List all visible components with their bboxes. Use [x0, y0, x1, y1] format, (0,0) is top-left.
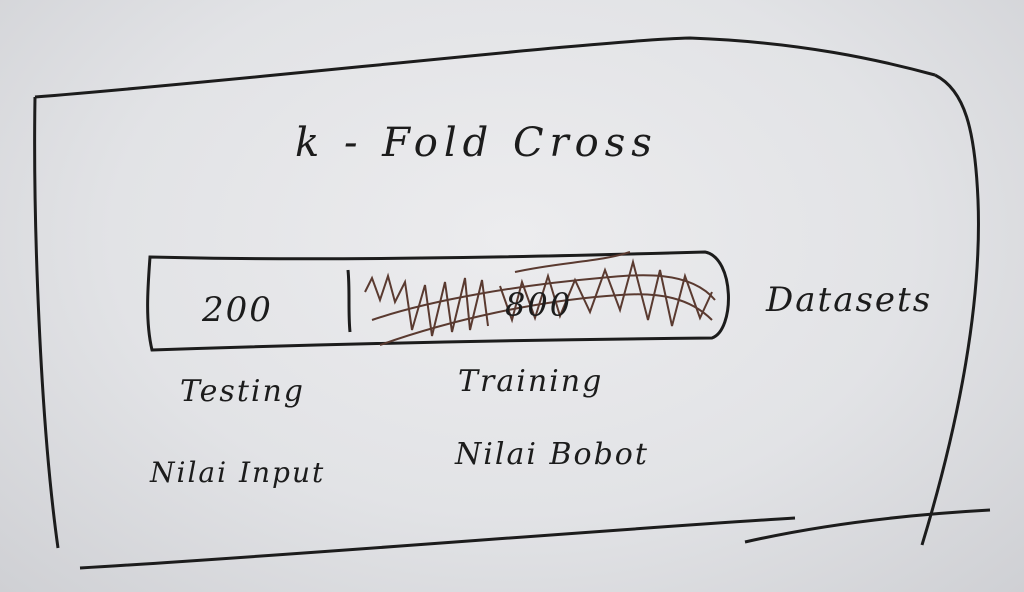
- frame-left: [33, 96, 60, 549]
- frame-bottom: [79, 516, 796, 570]
- frame-right: [920, 73, 980, 546]
- frame-top: [34, 36, 936, 99]
- training-scribble: [364, 251, 716, 346]
- testing-label: Testing: [180, 374, 306, 409]
- datasets-label: Datasets: [766, 280, 933, 320]
- training-count: 800: [505, 286, 573, 324]
- frame-bottom-tail: [744, 508, 991, 544]
- testing-count: 200: [202, 290, 273, 330]
- bar-outline: [146, 250, 730, 352]
- diagram-title: k - Fold Cross: [295, 120, 658, 166]
- bar-divider: [346, 269, 352, 333]
- nilai-bobot-label: Nilai Bobot: [455, 437, 649, 472]
- nilai-input-label: Nilai Input: [150, 456, 326, 489]
- training-label: Training: [458, 364, 604, 399]
